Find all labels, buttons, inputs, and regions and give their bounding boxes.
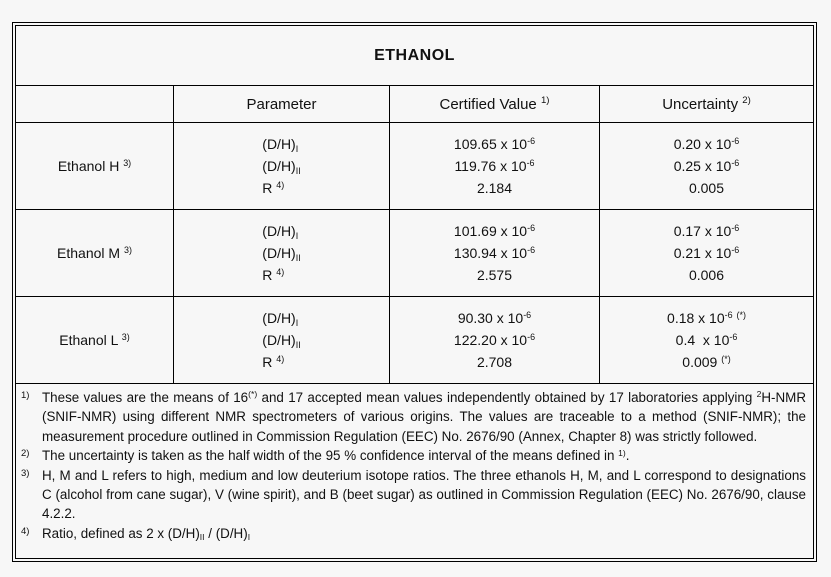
certificate-frame: ETHANOL Parameter Certified Value 1) Unc… xyxy=(12,22,817,562)
certified-value: 2.708 xyxy=(476,354,513,370)
column-header-certified-value-label: Certified Value 1) xyxy=(439,95,550,113)
footnote-text: Ratio, defined as 2 x (D/H)II / (D/H)I xyxy=(42,525,251,543)
certified-value: 119.76 x 10-6 xyxy=(454,158,535,174)
certified-value: 101.69 x 10-6 xyxy=(453,223,536,239)
sample-name: Ethanol M 3) xyxy=(57,245,132,261)
parameter-list: (D/H)I (D/H)II R 4) xyxy=(262,133,300,199)
parameter-value: (D/H)II xyxy=(262,158,301,176)
sample-name: Ethanol L 3) xyxy=(59,332,130,348)
footnote-2: 2) The uncertainty is taken as the half … xyxy=(20,446,806,465)
footnote-3: 3) H, M and L refers to high, medium and… xyxy=(20,466,806,524)
parameter-value: (D/H)II xyxy=(262,332,301,350)
certified-value-cell-ethanol-h: 109.65 x 10-6 119.76 x 10-6 2.184 xyxy=(389,123,599,210)
parameter-value: (D/H)I xyxy=(262,223,299,241)
uncertainty-value: 0.4 x 10-6 xyxy=(675,332,738,348)
parameter-value: (D/H)I xyxy=(262,310,299,328)
certified-values-table: Parameter Certified Value 1) Uncertainty… xyxy=(16,86,813,384)
footnote-marker: 2) xyxy=(21,448,30,460)
parameter-value: R 4) xyxy=(262,354,285,370)
uncertainty-value: 0.006 xyxy=(688,267,725,283)
certified-value: 90.30 x 10-6 xyxy=(457,310,532,326)
column-header-parameter: Parameter xyxy=(173,86,389,123)
certified-value-cell-ethanol-m: 101.69 x 10-6 130.94 x 10-6 2.575 xyxy=(389,210,599,297)
sample-name: Ethanol H 3) xyxy=(57,158,132,174)
parameter-value: R 4) xyxy=(262,180,285,196)
column-header-uncertainty-label: Uncertainty 2) xyxy=(662,95,751,113)
certified-value: 2.575 xyxy=(476,267,513,283)
parameter-cell-ethanol-h: (D/H)I (D/H)II R 4) xyxy=(173,123,389,210)
parameter-value: R 4) xyxy=(262,267,285,283)
footnote-marker: 1) xyxy=(21,390,30,401)
footnote-4: 4) Ratio, defined as 2 x (D/H)II / (D/H)… xyxy=(20,524,806,543)
table-title-row: ETHANOL xyxy=(16,26,813,86)
parameter-cell-ethanol-l: (D/H)I (D/H)II R 4) xyxy=(173,297,389,384)
uncertainty-value: 0.25 x 10-6 xyxy=(673,158,740,174)
uncertainty-cell-ethanol-h: 0.20 x 10-6 0.25 x 10-6 0.005 xyxy=(599,123,813,210)
table-title: ETHANOL xyxy=(374,46,455,64)
certified-value: 2.184 xyxy=(476,180,513,196)
uncertainty-value: 0.009 (*) xyxy=(682,354,731,370)
certified-value-cell-ethanol-l: 90.30 x 10-6 122.20 x 10-6 2.708 xyxy=(389,297,599,384)
column-header-uncertainty: Uncertainty 2) xyxy=(599,86,813,123)
row-label-ethanol-m: Ethanol M 3) xyxy=(16,210,173,297)
uncertainty-value: 0.21 x 10-6 xyxy=(673,245,740,261)
row-label-ethanol-l: Ethanol L 3) xyxy=(16,297,173,384)
parameter-value: (D/H)I xyxy=(262,136,299,154)
footnote-marker: 4) xyxy=(21,525,30,537)
uncertainty-cell-ethanol-l: 0.18 x 10-6 (*) 0.4 x 10-6 0.009 (*) xyxy=(599,297,813,384)
parameter-value: (D/H)II xyxy=(262,245,301,263)
uncertainty-value: 0.20 x 10-6 xyxy=(673,136,740,152)
footnote-text: H, M and L refers to high, medium and lo… xyxy=(42,467,806,522)
certificate-frame-inner: ETHANOL Parameter Certified Value 1) Unc… xyxy=(15,25,814,559)
column-header-parameter-label: Parameter xyxy=(246,95,317,113)
certified-value: 109.65 x 10-6 xyxy=(453,136,536,152)
footnote-1: 1) These values are the means of 16(*) a… xyxy=(20,388,806,446)
footnote-text: These values are the means of 16(*) and … xyxy=(42,389,806,444)
row-label-ethanol-h: Ethanol H 3) xyxy=(16,123,173,210)
uncertainty-value: 0.18 x 10-6 (*) xyxy=(667,310,746,326)
parameter-cell-ethanol-m: (D/H)I (D/H)II R 4) xyxy=(173,210,389,297)
certified-value: 122.20 x 10-6 xyxy=(453,332,536,348)
uncertainty-cell-ethanol-m: 0.17 x 10-6 0.21 x 10-6 0.006 xyxy=(599,210,813,297)
parameter-list: (D/H)I (D/H)II R 4) xyxy=(262,220,300,286)
parameter-list: (D/H)I (D/H)II R 4) xyxy=(262,307,300,373)
footnote-marker: 3) xyxy=(21,467,30,479)
certified-value: 130.94 x 10-6 xyxy=(453,245,536,261)
column-header-certified-value: Certified Value 1) xyxy=(389,86,599,123)
uncertainty-value: 0.005 xyxy=(688,180,725,196)
footnote-text: The uncertainty is taken as the half wid… xyxy=(42,447,630,464)
footnotes-section: 1) These values are the means of 16(*) a… xyxy=(16,384,813,558)
uncertainty-value: 0.17 x 10-6 xyxy=(673,223,740,239)
column-header-sample xyxy=(16,86,173,123)
